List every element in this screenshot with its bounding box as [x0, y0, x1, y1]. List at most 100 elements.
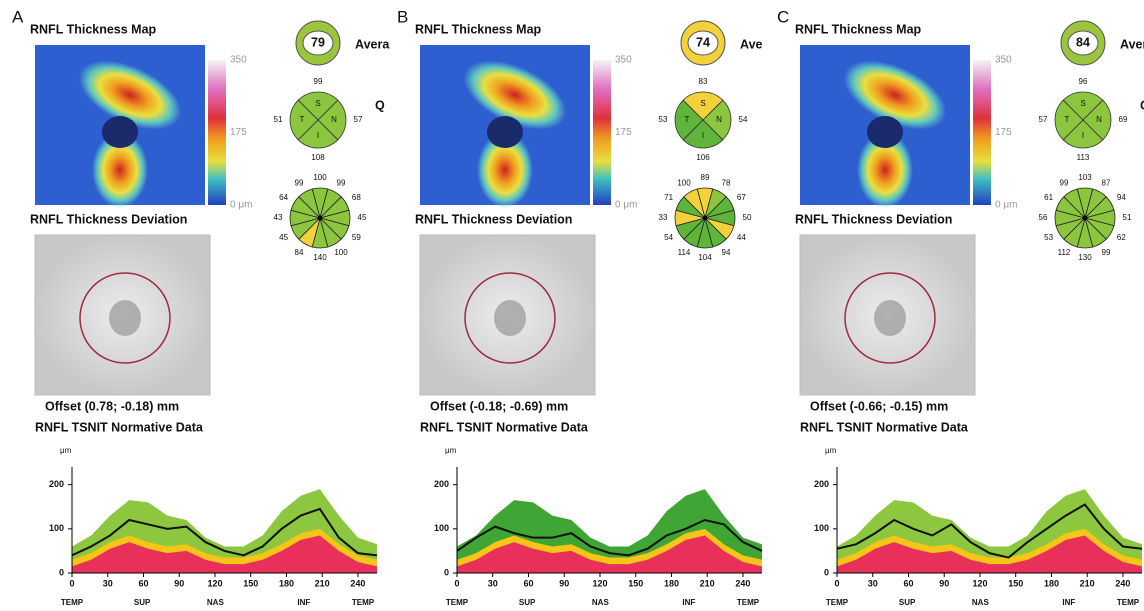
clock-value: 104	[698, 253, 712, 262]
clock-value: 45	[279, 233, 288, 242]
quadrant-letter: T	[300, 115, 305, 124]
clock-value: 64	[279, 193, 288, 202]
cut-label: Q	[1140, 98, 1144, 112]
offset: Offset (-0.18; -0.69) mm	[430, 399, 568, 413]
region-label: TEMP	[826, 598, 849, 607]
panel-label: C	[777, 7, 789, 26]
x-tick-label: 120	[207, 578, 222, 588]
quadrant-letter: S	[700, 99, 705, 108]
y-tick-label: 0	[59, 567, 64, 577]
tsnit-title: RNFL TSNIT Normative Data	[800, 420, 969, 434]
quadrant-value: 113	[1077, 153, 1090, 162]
clock-value: 62	[1117, 233, 1126, 242]
y-tick-label: 200	[814, 479, 829, 489]
x-tick-label: 240	[350, 578, 365, 588]
clock-value: 59	[352, 233, 361, 242]
y-tick-label: 200	[434, 479, 449, 489]
x-tick-label: 0	[834, 578, 839, 588]
quadrant-value: 53	[659, 115, 668, 124]
tsnit-title: RNFL TSNIT Normative Data	[35, 420, 204, 434]
clock-value: 89	[701, 173, 710, 182]
optic-disc	[874, 300, 906, 336]
map-title: RNFL Thickness Map	[415, 22, 542, 36]
region-label: INF	[1062, 598, 1075, 607]
colorbar-tick-label: 350	[230, 55, 247, 66]
x-tick-label: 90	[559, 578, 569, 588]
optic-disc	[109, 300, 141, 336]
region-label: SUP	[519, 598, 536, 607]
clock-value: 100	[334, 248, 348, 257]
clock-value: 78	[722, 178, 731, 187]
clock-value: 112	[1058, 248, 1071, 257]
x-tick-label: 60	[903, 578, 913, 588]
region-label: TEMP	[61, 598, 84, 607]
clock-value: 100	[677, 178, 691, 187]
average-label: Ave	[740, 37, 763, 51]
clock-value: 68	[352, 193, 361, 202]
x-tick-label: 150	[1008, 578, 1023, 588]
quadrant-value: 83	[699, 77, 708, 86]
optic-disc	[102, 116, 138, 148]
clock-value: 114	[678, 248, 691, 257]
colorbar-tick-label: 175	[615, 127, 632, 138]
colorbar-tick-label: 0 μm	[230, 200, 252, 211]
colorbar	[973, 60, 991, 205]
quadrant-value: 54	[739, 115, 748, 124]
x-tick-label: 120	[592, 578, 607, 588]
quadrant-value: 69	[1119, 115, 1128, 124]
average-value: 79	[311, 35, 325, 49]
x-tick-label: 120	[972, 578, 987, 588]
quadrant-value: 96	[1079, 77, 1088, 86]
clock-center	[1083, 216, 1088, 221]
quadrant-value: 99	[314, 77, 323, 86]
colorbar-tick-label: 0 μm	[995, 200, 1017, 211]
x-tick-label: 0	[454, 578, 459, 588]
quadrant-letter: I	[702, 131, 704, 140]
y-tick-label: 0	[444, 567, 449, 577]
colorbar	[593, 60, 611, 205]
quadrant-letter: S	[1080, 99, 1085, 108]
clock-value: 94	[1117, 193, 1126, 202]
average-value: 84	[1076, 35, 1090, 49]
map-title: RNFL Thickness Map	[795, 22, 922, 36]
optic-disc	[494, 300, 526, 336]
quadrant-letter: N	[716, 115, 722, 124]
x-tick-label: 0	[69, 578, 74, 588]
panel-label: A	[12, 7, 24, 26]
clock-center	[318, 216, 323, 221]
clock-value: 99	[1102, 248, 1111, 257]
average-label: Avera	[355, 37, 390, 51]
clock-value: 67	[737, 193, 746, 202]
region-label: INF	[682, 598, 695, 607]
region-label: TEMP	[737, 598, 760, 607]
x-tick-label: 210	[700, 578, 715, 588]
colorbar-tick-label: 350	[995, 55, 1012, 66]
clock-center	[703, 216, 708, 221]
clock-value: 56	[1039, 213, 1048, 222]
clock-value: 94	[722, 248, 731, 257]
y-tick-label: 0	[824, 567, 829, 577]
quadrant-letter: N	[331, 115, 337, 124]
x-tick-label: 150	[243, 578, 258, 588]
clock-value: 103	[1078, 173, 1092, 182]
deviation-title: RNFL Thickness Deviation	[415, 212, 572, 226]
tsnit-title: RNFL TSNIT Normative Data	[420, 420, 589, 434]
clock-value: 61	[1044, 193, 1053, 202]
clock-value: 100	[313, 173, 327, 182]
cut-label: Q	[375, 98, 385, 112]
clock-value: 44	[737, 233, 746, 242]
x-tick-label: 30	[488, 578, 498, 588]
region-label: NAS	[207, 598, 225, 607]
optic-disc	[867, 116, 903, 148]
clock-value: 45	[358, 213, 367, 222]
y-tick-label: 100	[434, 523, 449, 533]
panel-label: B	[397, 7, 408, 26]
region-label: TEMP	[446, 598, 469, 607]
x-tick-label: 90	[939, 578, 949, 588]
optic-disc	[487, 116, 523, 148]
region-label: NAS	[592, 598, 610, 607]
deviation-title: RNFL Thickness Deviation	[30, 212, 187, 226]
quadrant-value: 106	[696, 153, 710, 162]
x-tick-label: 180	[664, 578, 679, 588]
y-tick-label: 200	[49, 479, 64, 489]
